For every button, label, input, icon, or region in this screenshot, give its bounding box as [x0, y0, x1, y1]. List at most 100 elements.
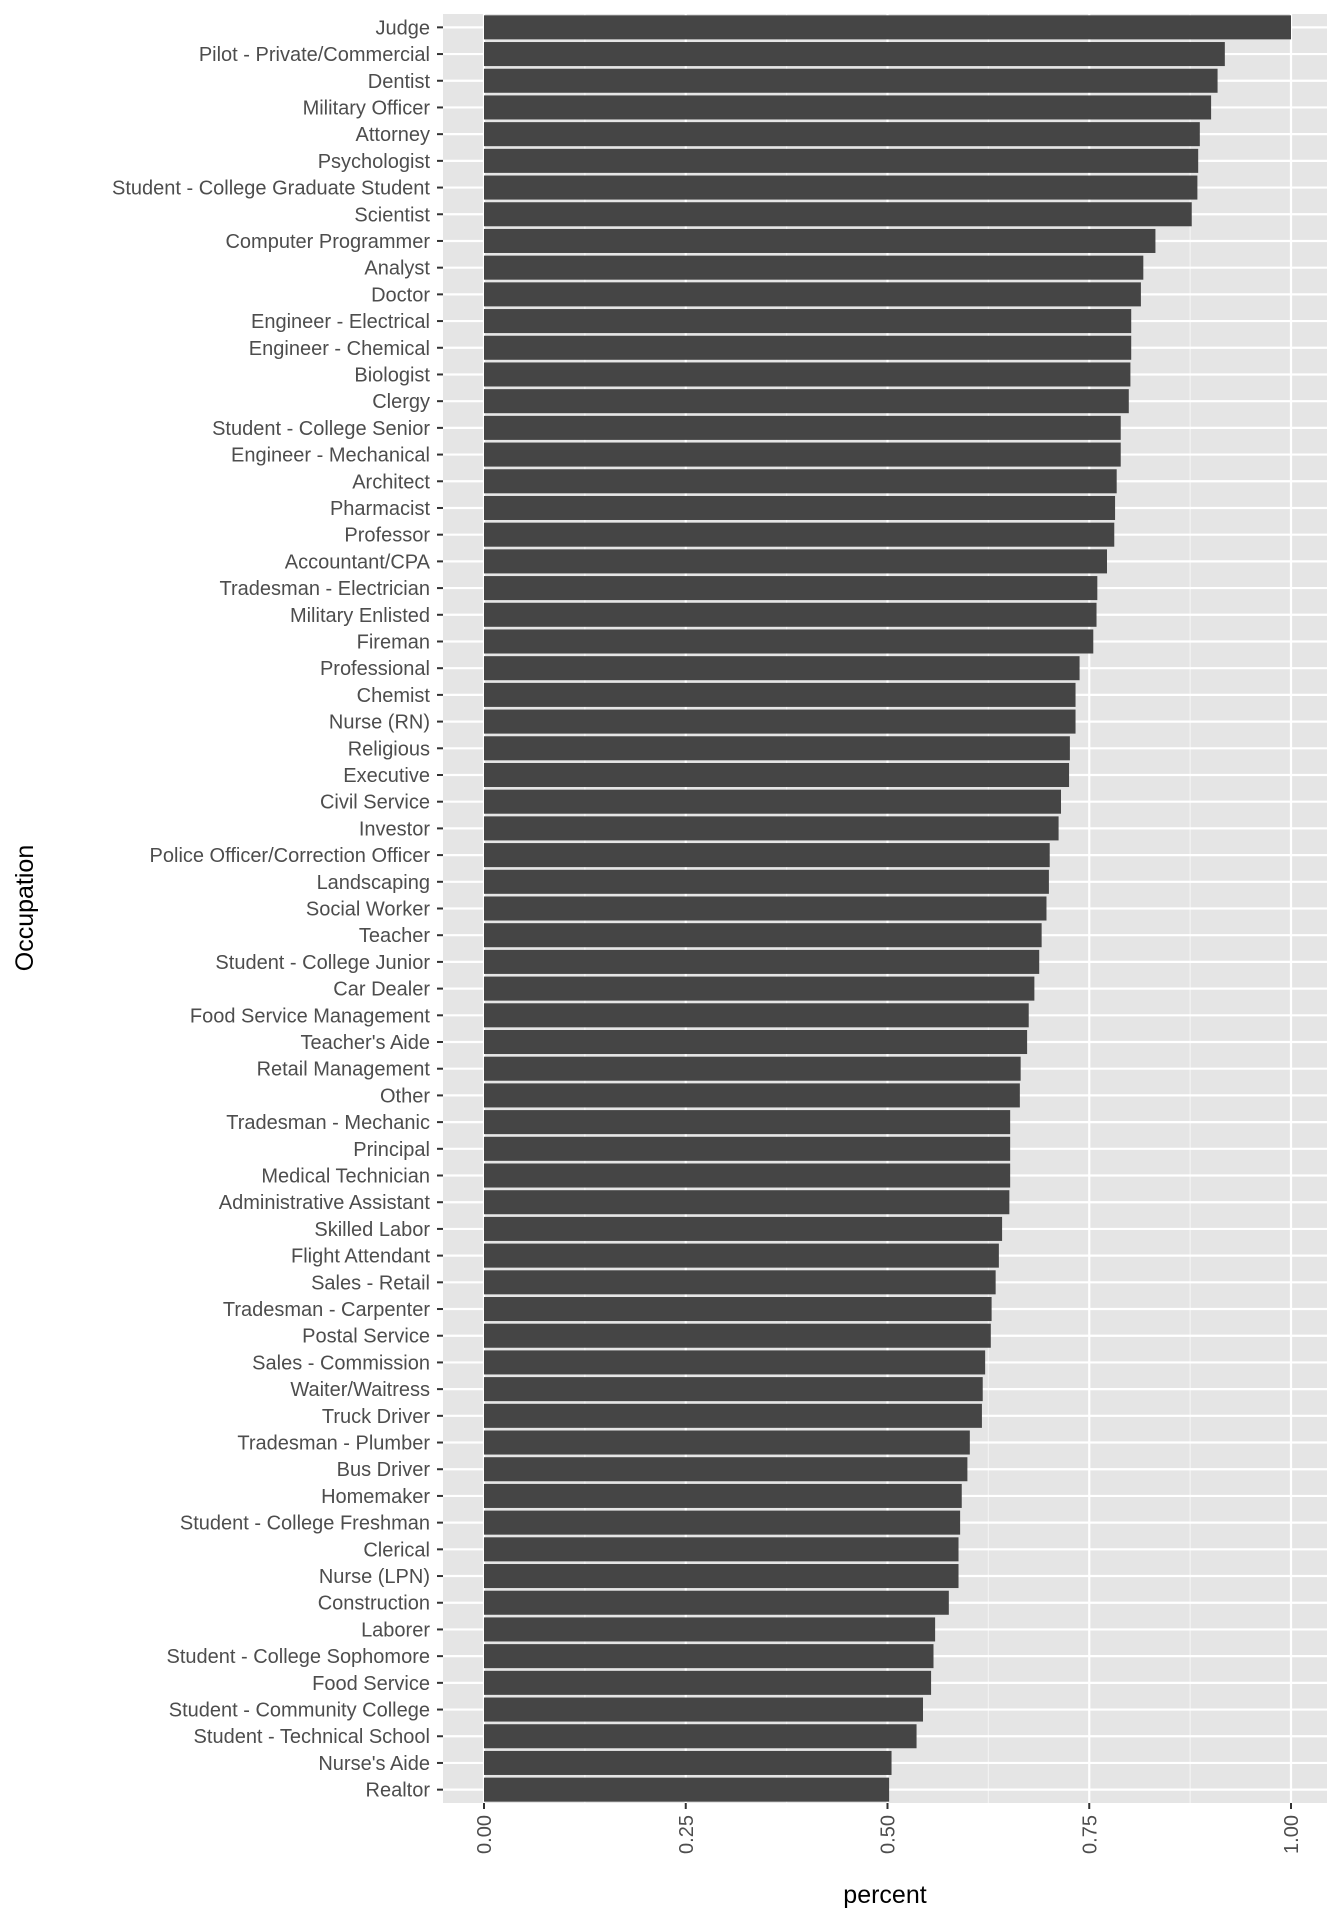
category-label: Landscaping — [317, 872, 430, 894]
category-label: Religious — [348, 738, 430, 760]
category-label: Police Officer/Correction Officer — [150, 845, 431, 867]
bar — [484, 1029, 1028, 1055]
bar — [484, 1724, 917, 1749]
category-label: Engineer - Mechanical — [231, 445, 430, 467]
bar — [484, 1056, 1021, 1081]
category-label: Attorney — [356, 124, 430, 146]
bar — [484, 1297, 992, 1322]
bar — [484, 843, 1050, 868]
category-label: Student - College Senior — [212, 418, 430, 440]
category-label: Teacher — [359, 925, 430, 947]
category-label: Student - College Graduate Student — [112, 178, 430, 200]
category-label: Pilot - Private/Commercial — [199, 44, 430, 66]
category-label: Executive — [343, 765, 430, 787]
category-label: Postal Service — [302, 1326, 430, 1348]
category-label: Engineer - Electrical — [251, 311, 430, 333]
category-label: Tradesman - Carpenter — [223, 1299, 430, 1321]
bar — [484, 1403, 982, 1428]
bar — [484, 629, 1094, 654]
bar — [484, 1457, 968, 1482]
bar — [484, 389, 1129, 414]
bar — [484, 736, 1070, 761]
bar — [484, 522, 1115, 547]
bar — [484, 442, 1121, 467]
x-tick-label: 1.00 — [1281, 1815, 1303, 1854]
bar — [484, 415, 1121, 440]
x-tick-label: 0.50 — [878, 1815, 900, 1854]
bar — [484, 1190, 1010, 1215]
category-label: Military Officer — [303, 97, 431, 119]
category-label: Biologist — [354, 364, 430, 386]
bar — [484, 175, 1198, 200]
bar — [484, 1430, 970, 1455]
category-label: Doctor — [371, 284, 430, 306]
bar — [484, 228, 1156, 253]
bar — [484, 309, 1132, 334]
bar — [484, 896, 1047, 921]
bar — [484, 1590, 949, 1615]
category-label: Psychologist — [318, 151, 431, 173]
bar — [484, 1323, 991, 1348]
category-label: Pharmacist — [330, 498, 430, 520]
category-label: Nurse (LPN) — [319, 1566, 430, 1588]
bar — [484, 1377, 983, 1402]
category-label: Clerical — [363, 1539, 430, 1561]
bar — [484, 1270, 996, 1295]
category-label: Car Dealer — [333, 979, 430, 1001]
category-label: Teacher's Aide — [301, 1032, 430, 1054]
bar — [484, 1003, 1029, 1028]
category-label: Civil Service — [320, 792, 430, 814]
category-label: Judge — [376, 17, 431, 39]
category-label: Truck Driver — [322, 1406, 430, 1428]
category-label: Administrative Assistant — [219, 1192, 431, 1214]
bar — [484, 1537, 959, 1562]
category-label: Architect — [352, 471, 430, 493]
bar — [484, 1243, 999, 1268]
category-label: Student - Community College — [169, 1700, 430, 1722]
bar — [484, 1777, 890, 1802]
category-label: Realtor — [366, 1780, 431, 1802]
bar — [484, 576, 1098, 601]
category-label: Scientist — [354, 204, 430, 226]
category-label: Nurse (RN) — [329, 712, 430, 734]
bar — [484, 1670, 932, 1695]
category-label: Bus Driver — [337, 1459, 431, 1481]
bar — [484, 602, 1097, 627]
bar — [484, 68, 1218, 93]
category-label: Analyst — [364, 258, 430, 280]
category-label: Nurse's Aide — [318, 1753, 430, 1775]
bar — [484, 549, 1108, 574]
category-label: Flight Attendant — [291, 1246, 430, 1268]
category-label: Engineer - Chemical — [249, 338, 430, 360]
bar — [484, 495, 1116, 520]
bar — [484, 1216, 1003, 1241]
bar — [484, 42, 1225, 67]
bar — [484, 762, 1070, 788]
bar — [484, 656, 1080, 681]
category-label: Tradesman - Electrician — [220, 578, 430, 600]
bar — [484, 869, 1049, 894]
bar — [484, 202, 1192, 227]
bar — [484, 1564, 959, 1589]
category-label: Retail Management — [257, 1059, 431, 1081]
bar — [484, 255, 1144, 280]
category-label: Social Worker — [306, 899, 430, 921]
category-label: Food Service Management — [190, 1005, 431, 1027]
bar — [484, 1750, 892, 1775]
bar — [484, 362, 1131, 387]
category-label: Other — [380, 1085, 430, 1107]
category-label: Skilled Labor — [314, 1219, 430, 1241]
x-tick-label: 0.75 — [1079, 1815, 1101, 1854]
bar — [484, 682, 1076, 707]
bar — [484, 816, 1059, 841]
x-axis-title: percent — [843, 1881, 926, 1909]
bar — [484, 335, 1132, 360]
category-label: Medical Technician — [261, 1166, 430, 1188]
category-label: Tradesman - Mechanic — [226, 1112, 430, 1134]
bar — [484, 1136, 1011, 1161]
category-label: Accountant/CPA — [285, 551, 431, 573]
bar — [484, 122, 1200, 147]
category-label: Sales - Commission — [252, 1352, 430, 1374]
category-label: Homemaker — [321, 1486, 430, 1508]
bar — [484, 1617, 936, 1642]
